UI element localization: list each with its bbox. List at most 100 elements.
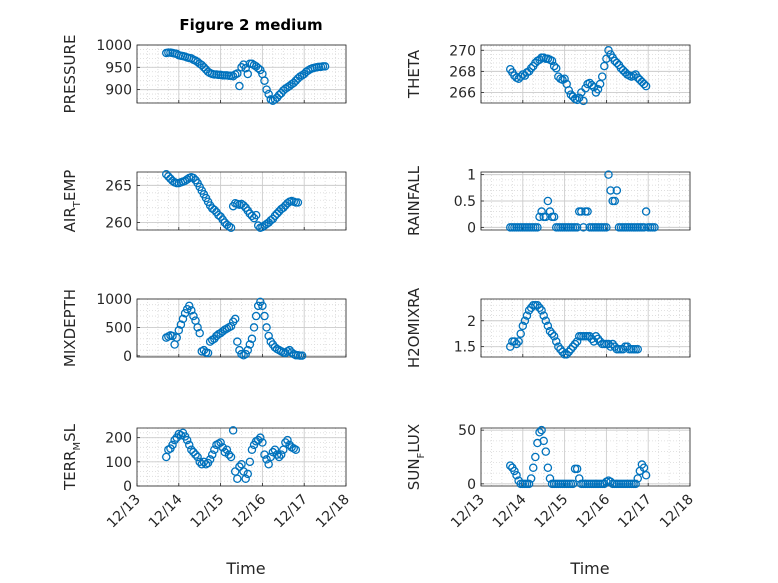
data-point	[570, 339, 580, 349]
x-tick-label: 12/15	[532, 492, 572, 532]
panel-pressure: 900 950 1000 PRESSURE	[61, 35, 347, 114]
data-point	[191, 450, 200, 459]
y-tick-label: 0	[467, 477, 476, 493]
data-point	[276, 450, 286, 459]
data-point	[545, 474, 555, 483]
data-point	[197, 459, 207, 469]
data-point	[524, 306, 534, 315]
data-point	[247, 445, 257, 454]
data-point	[251, 311, 261, 321]
data-point	[543, 196, 553, 206]
y-axis-label: H2OMIXRA	[405, 287, 423, 368]
data-point	[182, 435, 192, 445]
data-point	[572, 337, 582, 346]
y-tick-label: 50	[458, 423, 476, 439]
data-point	[597, 72, 607, 81]
data-point	[266, 216, 276, 225]
data-point	[243, 469, 253, 479]
axes-box	[136, 171, 347, 231]
data-point	[549, 332, 559, 341]
axes-box	[480, 44, 691, 104]
data-point	[256, 433, 265, 442]
data-point	[558, 347, 567, 357]
data-point	[579, 223, 588, 232]
data-point	[262, 85, 271, 94]
data-point	[243, 69, 253, 79]
data-point	[593, 85, 603, 94]
axes-box	[136, 298, 347, 358]
data-point	[539, 311, 548, 320]
data-point	[562, 350, 571, 359]
data-point	[537, 425, 546, 435]
data-point	[549, 212, 559, 222]
x-tick-label: 12/18	[313, 492, 353, 532]
data-point	[506, 461, 515, 470]
y-axis-label: PRESSURE	[61, 35, 79, 114]
panel-mixdepth: 0 500 1000 MIXDEPTH	[61, 289, 347, 367]
data-point	[237, 63, 246, 72]
data-point	[556, 344, 565, 354]
data-point	[512, 471, 521, 480]
data-point	[260, 76, 269, 85]
y-axis-label: TERRMSL	[61, 423, 83, 491]
data-point	[264, 89, 273, 99]
data-point	[174, 326, 184, 335]
data-point	[283, 435, 292, 445]
data-point	[631, 479, 640, 489]
data-point	[270, 211, 280, 221]
panel-terr_msl: 0 100 200 TERRMSL	[61, 423, 347, 495]
data-point	[193, 452, 202, 462]
plot-area	[481, 428, 690, 486]
y-tick-label: 270	[449, 43, 476, 59]
data-point	[524, 479, 534, 489]
data-point	[233, 474, 242, 483]
data-point	[264, 331, 273, 341]
data-point	[518, 321, 528, 331]
data-point	[239, 201, 248, 210]
data-point	[612, 58, 622, 68]
data-point	[253, 63, 263, 73]
data-point	[253, 221, 263, 230]
data-point	[272, 209, 282, 218]
data-point	[612, 186, 622, 195]
data-point	[583, 207, 592, 216]
data-point	[226, 452, 236, 462]
data-point	[302, 67, 311, 77]
data-point	[579, 96, 588, 106]
data-point	[218, 443, 227, 452]
data-point	[256, 65, 265, 75]
data-point	[535, 55, 544, 65]
data-point	[554, 342, 563, 351]
data-point	[639, 79, 649, 89]
x-tick-label: 12/15	[188, 492, 228, 532]
data-point	[537, 207, 546, 216]
data-point	[551, 63, 561, 73]
data-point	[289, 78, 298, 88]
data-point	[276, 88, 286, 98]
data-point	[270, 95, 280, 104]
data-point	[241, 474, 250, 483]
plot-area	[137, 299, 346, 357]
data-point	[568, 479, 578, 489]
data-point	[220, 447, 230, 457]
panel-rainfall: 0 0.5 1 RAINFALL	[405, 165, 691, 236]
data-point	[235, 462, 244, 471]
data-point	[543, 321, 553, 331]
data-point	[184, 440, 194, 450]
data-point	[610, 196, 620, 206]
x-axis-label-right: Time	[569, 559, 609, 578]
data-point	[547, 56, 557, 66]
data-point	[572, 223, 582, 232]
y-tick-label: 260	[105, 216, 132, 232]
axes-box	[136, 44, 347, 104]
data-point	[193, 323, 202, 332]
data-point	[633, 474, 643, 483]
y-tick-label: 0	[467, 220, 476, 236]
y-tick-label: 266	[449, 85, 476, 101]
data-point	[228, 71, 238, 81]
data-point	[260, 311, 269, 321]
data-point	[233, 69, 242, 78]
x-tick-label: 12/13	[104, 492, 144, 532]
data-point	[551, 337, 561, 346]
